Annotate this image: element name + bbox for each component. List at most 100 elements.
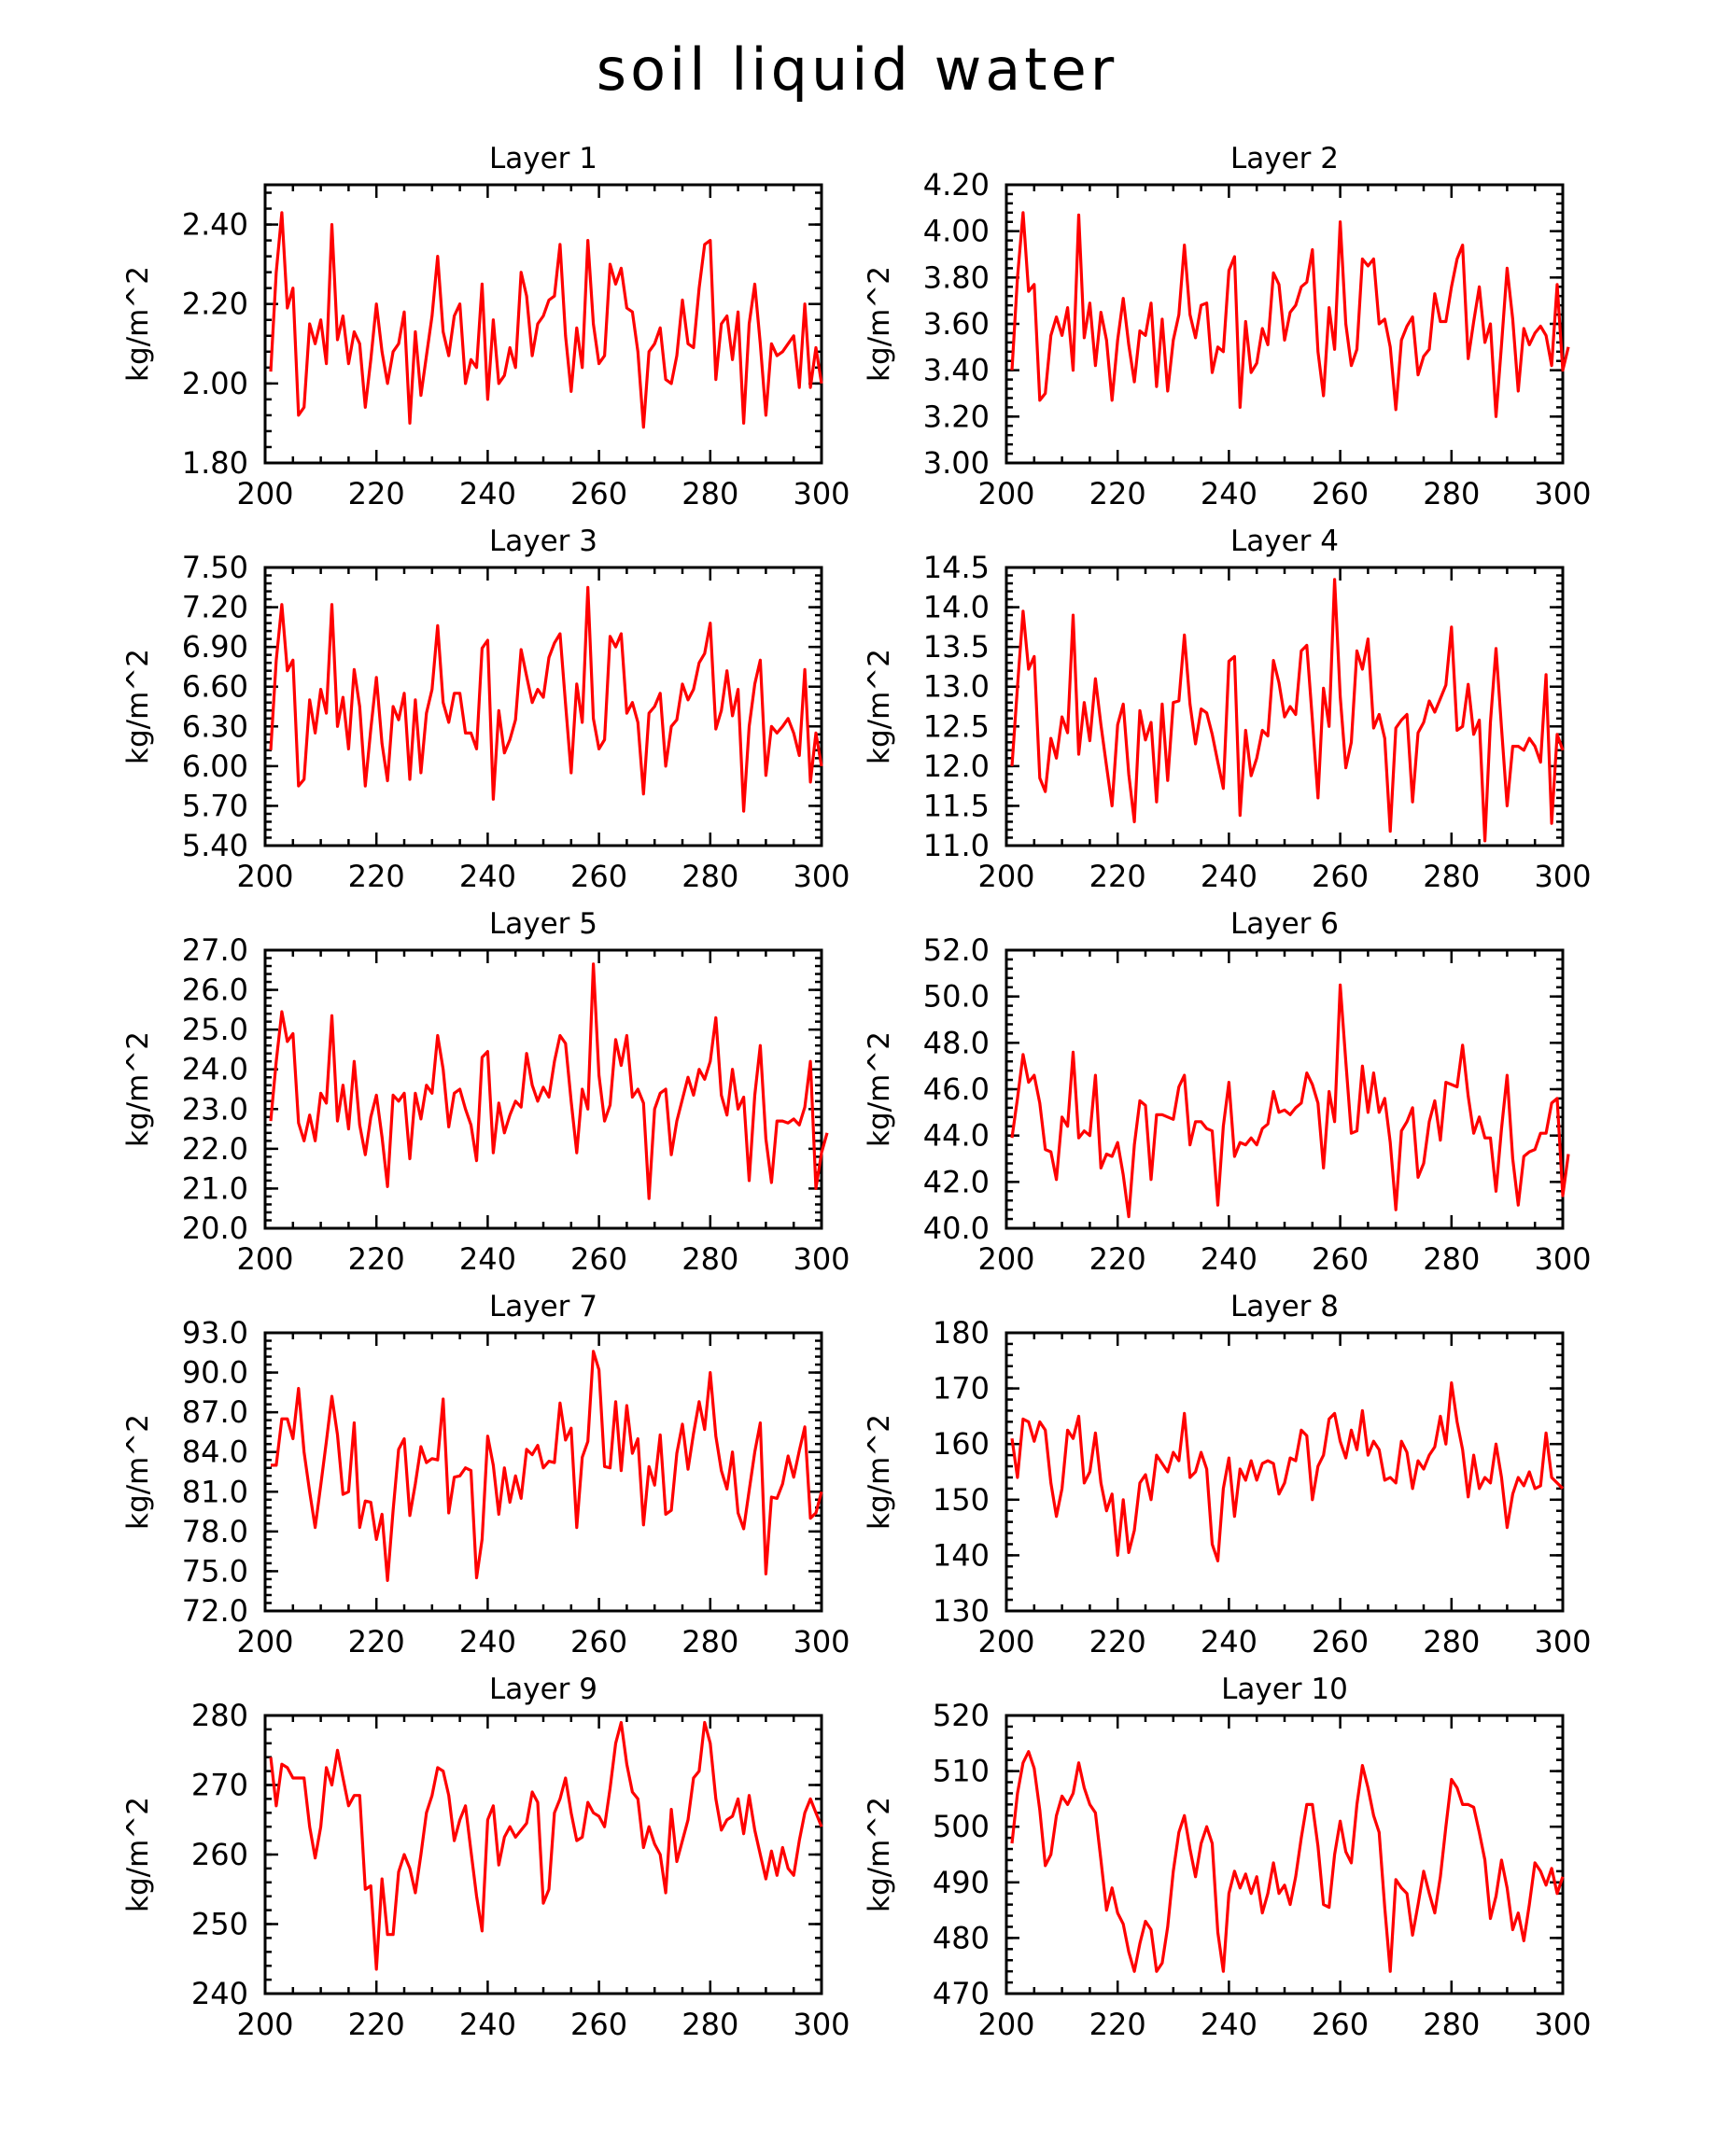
series-line bbox=[269, 962, 829, 1200]
panel-layer-8: Layer 8 kg/m^2 200 220 240 260 280 300 130 140 150… bbox=[863, 1290, 1592, 1659]
x-tick-label: 240 bbox=[459, 1241, 516, 1277]
x-tick-label: 220 bbox=[348, 859, 405, 894]
y-tick-label: 500 bbox=[933, 1809, 990, 1844]
panel-title: Layer 4 bbox=[1230, 525, 1339, 558]
y-tick-label: 72.0 bbox=[182, 1593, 248, 1629]
x-tick-label: 260 bbox=[1312, 1624, 1369, 1659]
x-tick-label: 220 bbox=[1089, 859, 1146, 894]
panel-title: Layer 10 bbox=[1221, 1673, 1348, 1706]
y-axis-label: kg/m^2 bbox=[121, 1031, 155, 1147]
x-tick-label: 280 bbox=[681, 2007, 738, 2042]
y-tick-label: 2.40 bbox=[182, 207, 248, 243]
y-tick-label: 2.00 bbox=[182, 366, 248, 401]
y-tick-label: 480 bbox=[933, 1920, 990, 1955]
y-tick-label: 26.0 bbox=[182, 973, 248, 1008]
x-tick-label: 300 bbox=[793, 1624, 850, 1659]
x-tick-label: 220 bbox=[1089, 1624, 1146, 1659]
x-tick-label: 220 bbox=[1089, 476, 1146, 511]
y-tick-label: 150 bbox=[933, 1482, 990, 1518]
series-line bbox=[269, 211, 823, 429]
y-axis-label: kg/m^2 bbox=[863, 649, 896, 764]
y-tick-label: 25.0 bbox=[182, 1012, 248, 1047]
x-tick-label: 220 bbox=[348, 2007, 405, 2042]
x-tick-label: 300 bbox=[1534, 859, 1591, 894]
y-tick-label: 6.00 bbox=[182, 749, 248, 784]
x-tick-label: 300 bbox=[1534, 1624, 1591, 1659]
series-line bbox=[269, 1720, 823, 1971]
y-tick-label: 50.0 bbox=[923, 979, 990, 1015]
y-tick-label: 3.80 bbox=[923, 259, 990, 295]
x-tick-label: 300 bbox=[1534, 476, 1591, 511]
y-tick-label: 14.5 bbox=[923, 550, 990, 585]
y-tick-label: 7.50 bbox=[182, 550, 248, 585]
x-tick-label: 300 bbox=[1534, 2007, 1591, 2042]
x-tick-label: 240 bbox=[1201, 1241, 1257, 1277]
x-tick-label: 240 bbox=[1201, 1624, 1257, 1659]
panel-layer-1: Layer 1 kg/m^2 200 220 240 260 280 300 1.80 2.00 2… bbox=[121, 142, 850, 511]
y-tick-label: 42.0 bbox=[923, 1164, 990, 1199]
y-tick-label: 24.0 bbox=[182, 1052, 248, 1087]
x-tick-label: 260 bbox=[1312, 859, 1369, 894]
x-tick-label: 240 bbox=[1201, 859, 1257, 894]
x-tick-label: 220 bbox=[1089, 1241, 1146, 1277]
y-tick-label: 180 bbox=[933, 1315, 990, 1351]
plot-frame bbox=[1005, 948, 1565, 1230]
x-tick-label: 260 bbox=[570, 2007, 627, 2042]
y-tick-label: 93.0 bbox=[182, 1315, 248, 1351]
x-tick-label: 280 bbox=[681, 1624, 738, 1659]
plot-frame bbox=[1005, 1714, 1565, 1995]
y-tick-label: 14.0 bbox=[923, 590, 990, 625]
y-axis-label: kg/m^2 bbox=[863, 1031, 896, 1147]
x-tick-label: 200 bbox=[977, 2007, 1034, 2042]
panel-title: Layer 1 bbox=[489, 142, 597, 175]
y-tick-label: 5.70 bbox=[182, 788, 248, 823]
x-tick-label: 220 bbox=[348, 1624, 405, 1659]
x-tick-label: 240 bbox=[459, 1624, 516, 1659]
x-tick-label: 200 bbox=[977, 859, 1034, 894]
series-line bbox=[1010, 983, 1570, 1219]
y-tick-label: 4.00 bbox=[923, 214, 990, 249]
panels: Layer 1 kg/m^2 200 220 240 260 280 300 1.80 2.00 2… bbox=[121, 142, 1592, 2042]
y-tick-label: 52.0 bbox=[923, 932, 990, 968]
y-tick-label: 520 bbox=[933, 1698, 990, 1733]
x-tick-label: 260 bbox=[1312, 476, 1369, 511]
y-axis-label: kg/m^2 bbox=[863, 1414, 896, 1530]
y-axis-label: kg/m^2 bbox=[121, 1414, 155, 1530]
x-tick-label: 280 bbox=[1423, 476, 1480, 511]
y-tick-label: 470 bbox=[933, 1976, 990, 2011]
y-tick-label: 140 bbox=[933, 1537, 990, 1573]
y-tick-label: 20.0 bbox=[182, 1211, 248, 1246]
x-tick-label: 200 bbox=[236, 2007, 293, 2042]
y-tick-label: 250 bbox=[191, 1907, 248, 1942]
panel-title: Layer 9 bbox=[489, 1673, 597, 1706]
plot-frame bbox=[263, 1331, 823, 1613]
x-tick-label: 280 bbox=[681, 1241, 738, 1277]
x-tick-label: 200 bbox=[236, 1241, 293, 1277]
plot-frame bbox=[263, 1714, 823, 1995]
panel-title: Layer 2 bbox=[1230, 142, 1339, 175]
y-tick-label: 6.90 bbox=[182, 629, 248, 665]
x-tick-label: 280 bbox=[681, 859, 738, 894]
y-tick-label: 160 bbox=[933, 1426, 990, 1462]
y-axis-label: kg/m^2 bbox=[863, 266, 896, 382]
x-tick-label: 240 bbox=[459, 2007, 516, 2042]
y-tick-label: 46.0 bbox=[923, 1071, 990, 1107]
y-tick-label: 27.0 bbox=[182, 932, 248, 968]
x-tick-label: 220 bbox=[1089, 2007, 1146, 2042]
x-tick-label: 260 bbox=[570, 476, 627, 511]
series-line bbox=[1010, 1750, 1565, 1973]
x-tick-label: 220 bbox=[348, 1241, 405, 1277]
y-tick-label: 75.0 bbox=[182, 1553, 248, 1589]
y-tick-label: 44.0 bbox=[923, 1118, 990, 1154]
x-tick-label: 300 bbox=[793, 1241, 850, 1277]
x-tick-label: 200 bbox=[977, 476, 1034, 511]
x-tick-label: 240 bbox=[1201, 2007, 1257, 2042]
x-tick-label: 240 bbox=[459, 859, 516, 894]
plot-frame bbox=[1005, 566, 1565, 847]
y-tick-label: 3.20 bbox=[923, 399, 990, 434]
panel-layer-9: Layer 9 kg/m^2 200 220 240 260 280 300 240 250 260… bbox=[121, 1673, 850, 2042]
x-tick-label: 260 bbox=[1312, 2007, 1369, 2042]
y-tick-label: 170 bbox=[933, 1371, 990, 1407]
x-tick-label: 300 bbox=[793, 859, 850, 894]
series-line bbox=[269, 585, 823, 813]
